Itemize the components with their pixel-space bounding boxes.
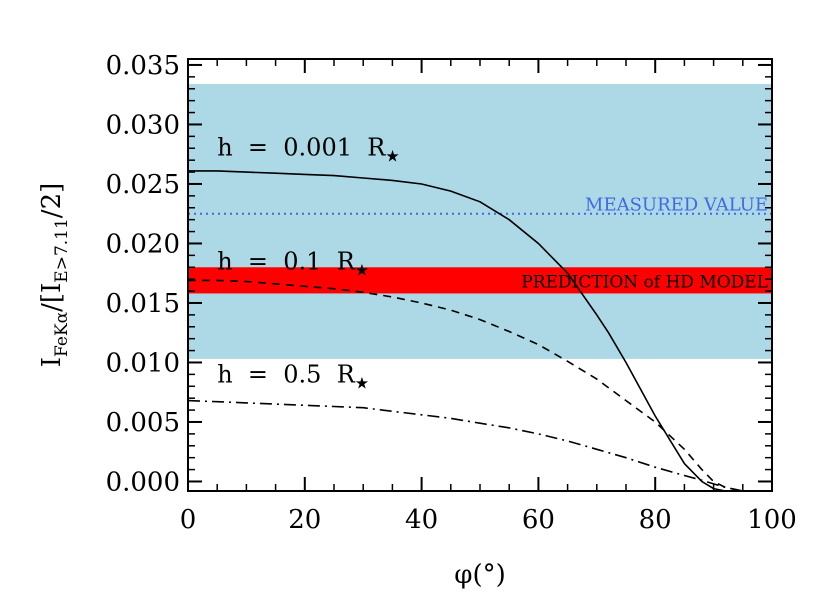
x-axis-label: φ(°) <box>454 560 506 590</box>
series-1-label: h = 0.001 R★ <box>217 133 399 165</box>
y-tick-label-0: 0.000 <box>106 467 180 497</box>
x-tick-label-5: 100 <box>747 505 797 535</box>
y-tick-label-2: 0.010 <box>106 348 180 378</box>
series-3-line <box>187 399 772 492</box>
measured-range-band <box>188 83 772 359</box>
series-1-line <box>188 170 772 492</box>
plot-frame <box>187 58 773 492</box>
series-2-label: h = 0.1 R★ <box>217 248 369 280</box>
x-tick-label-2: 40 <box>405 505 438 535</box>
prediction-label: PREDICTION of HD MODEL <box>521 272 768 292</box>
y-tick-label-1: 0.005 <box>106 408 180 438</box>
x-tick-label-1: 20 <box>288 505 321 535</box>
prediction-band <box>188 267 772 294</box>
y-axis-label: IFeKα/[IE>7.11/2] <box>37 183 72 368</box>
y-tick-label-4: 0.020 <box>106 229 180 259</box>
series-3-label: h = 0.5 R★ <box>217 361 369 393</box>
x-tick-label-0: 0 <box>180 505 197 535</box>
y-tick-label-6: 0.030 <box>106 110 180 140</box>
x-tick-label-4: 80 <box>639 505 672 535</box>
y-tick-label-5: 0.025 <box>106 170 180 200</box>
lines-layer <box>187 170 772 492</box>
labels-layer: PREDICTION of HD MODEL MEASURED VALUE h = … <box>37 51 797 590</box>
x-tick-label-3: 60 <box>522 505 555 535</box>
series-2-line <box>188 279 772 492</box>
y-tick-label-3: 0.015 <box>106 289 180 319</box>
bands-layer <box>188 83 772 359</box>
measured-value-label: MEASURED VALUE <box>585 195 768 216</box>
y-tick-label-7: 0.035 <box>106 51 180 81</box>
ticks-layer <box>187 59 773 491</box>
